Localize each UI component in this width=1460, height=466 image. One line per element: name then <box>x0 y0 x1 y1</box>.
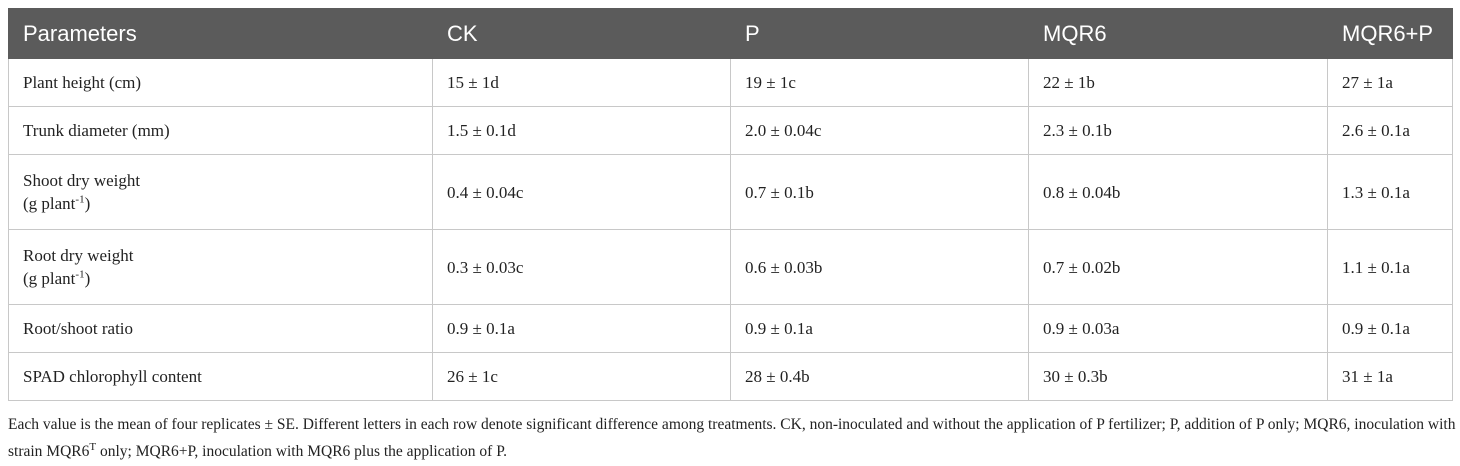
value-cell: 0.4 ± 0.04c <box>432 154 731 230</box>
footnote: Each value is the mean of four replicate… <box>8 411 1458 465</box>
label-text: Root dry weight <box>23 246 134 265</box>
value-cell: 0.9 ± 0.1a <box>1327 304 1453 353</box>
table-row: Plant height (cm) 15 ± 1d 19 ± 1c 22 ± 1b 27… <box>8 58 1453 107</box>
header-row: Parameters CK P MQR6 MQR6+P <box>8 8 1453 59</box>
value-cell: 2.0 ± 0.04c <box>730 106 1029 155</box>
label-text: Root/shoot ratio <box>23 319 134 338</box>
value-cell: 1.3 ± 0.1a <box>1327 154 1453 230</box>
value-cell: 0.9 ± 0.1a <box>730 304 1029 353</box>
value-cell: 30 ± 0.3b <box>1028 352 1328 401</box>
value-cell: 0.9 ± 0.03a <box>1028 304 1328 353</box>
value-cell: 28 ± 0.4b <box>730 352 1029 401</box>
value-cell: 15 ± 1d <box>432 58 731 107</box>
row-label: Root dry weight (g plant-1) <box>8 229 433 305</box>
value-cell: 0.7 ± 0.02b <box>1028 229 1328 305</box>
value-cell: 31 ± 1a <box>1327 352 1453 401</box>
table-row: SPAD chlorophyll content 26 ± 1c 28 ± 0.4b… <box>8 352 1453 401</box>
label-unit: ) <box>84 194 91 213</box>
row-label: Root/shoot ratio <box>8 304 433 353</box>
header-cell: MQR6+P <box>1327 8 1453 59</box>
value-cell: 0.6 ± 0.03b <box>730 229 1029 305</box>
label-sup: -1 <box>75 268 85 281</box>
header-cell: P <box>730 8 1029 59</box>
table-row: Root/shoot ratio 0.9 ± 0.1a 0.9 ± 0.1a 0.9 … <box>8 304 1453 353</box>
row-label: Trunk diameter (mm) <box>8 106 433 155</box>
value-cell: 1.1 ± 0.1a <box>1327 229 1453 305</box>
value-cell: 0.9 ± 0.1a <box>432 304 731 353</box>
data-table: Parameters CK P MQR6 MQR6+P Plant height (cm… <box>8 8 1453 401</box>
table-body: Plant height (cm) 15 ± 1d 19 ± 1c 22 ± 1b 27… <box>8 58 1453 401</box>
row-label: Shoot dry weight (g plant-1) <box>8 154 433 230</box>
label-text: SPAD chlorophyll content <box>23 367 202 386</box>
label-unit: ) <box>84 269 91 288</box>
label-text: Plant height (cm) <box>23 73 142 92</box>
footnote-text: only; MQR6+P, inoculation with MQR6 plus… <box>96 443 507 460</box>
header-cell: CK <box>432 8 731 59</box>
value-cell: 26 ± 1c <box>432 352 731 401</box>
value-cell: 19 ± 1c <box>730 58 1029 107</box>
value-cell: 0.8 ± 0.04b <box>1028 154 1328 230</box>
footnote-sup: T <box>89 440 97 453</box>
header-cell: Parameters <box>8 8 433 59</box>
table-row: Shoot dry weight (g plant-1) 0.4 ± 0.04c 0.… <box>8 154 1453 230</box>
value-cell: 27 ± 1a <box>1327 58 1453 107</box>
label-sup: -1 <box>75 193 85 206</box>
table-row: Trunk diameter (mm) 1.5 ± 0.1d 2.0 ± 0.04c… <box>8 106 1453 155</box>
label-unit: (g plant <box>23 194 76 213</box>
value-cell: 0.3 ± 0.03c <box>432 229 731 305</box>
label-text: Trunk diameter (mm) <box>23 121 170 140</box>
value-cell: 2.3 ± 0.1b <box>1028 106 1328 155</box>
value-cell: 1.5 ± 0.1d <box>432 106 731 155</box>
value-cell: 2.6 ± 0.1a <box>1327 106 1453 155</box>
row-label: SPAD chlorophyll content <box>8 352 433 401</box>
value-cell: 0.7 ± 0.1b <box>730 154 1029 230</box>
header-cell: MQR6 <box>1028 8 1328 59</box>
row-label: Plant height (cm) <box>8 58 433 107</box>
footnote-text: Each value is the mean of four replicate… <box>8 416 1456 460</box>
label-text: Shoot dry weight <box>23 171 141 190</box>
value-cell: 22 ± 1b <box>1028 58 1328 107</box>
label-unit: (g plant <box>23 269 76 288</box>
table-row: Root dry weight (g plant-1) 0.3 ± 0.03c 0.6… <box>8 229 1453 305</box>
